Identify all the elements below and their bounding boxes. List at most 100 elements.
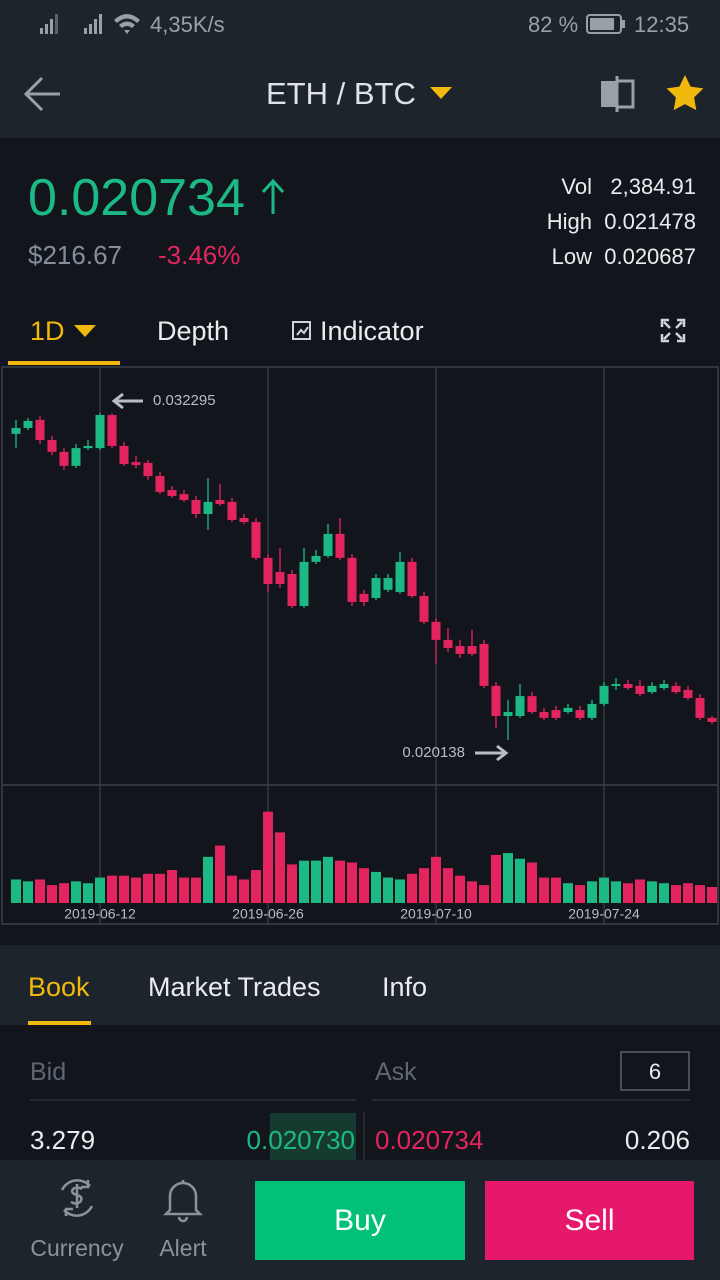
volume-bar <box>383 877 393 903</box>
candle-body <box>647 685 657 693</box>
volume-bar <box>407 873 417 903</box>
candle-body <box>335 533 345 558</box>
volume-bar <box>659 883 669 903</box>
back-button[interactable] <box>23 76 60 112</box>
fullscreen-icon[interactable] <box>660 318 686 343</box>
volume-bar <box>431 856 441 903</box>
volume-bar <box>671 885 681 903</box>
volume-bar <box>623 883 633 903</box>
candle-body <box>383 578 393 590</box>
candle-body <box>287 573 297 606</box>
volume-bar <box>311 860 321 903</box>
volume-bar <box>611 881 621 903</box>
candle-body <box>167 490 177 496</box>
volume-bar <box>575 885 585 903</box>
volume-bar <box>479 885 489 903</box>
candle-body <box>275 572 285 584</box>
volume-bar <box>143 873 153 903</box>
candle-body <box>371 578 381 598</box>
volume-bar <box>707 886 717 903</box>
candle-body <box>431 621 441 640</box>
high-label: 0.032295 <box>153 392 216 409</box>
currency-icon[interactable] <box>60 1179 94 1217</box>
candle-body <box>587 703 597 718</box>
nav-label[interactable]: Alert <box>159 1235 207 1261</box>
tab[interactable]: 1D <box>30 316 65 346</box>
volume-bar <box>119 875 129 903</box>
volume-bar <box>695 885 705 903</box>
candle-body <box>35 419 45 441</box>
tab[interactable]: Depth <box>157 316 230 346</box>
stat-label: Vol <box>561 174 592 199</box>
alert-icon[interactable] <box>162 1180 204 1223</box>
pair-dropdown[interactable] <box>430 87 452 99</box>
candle-body <box>299 561 309 606</box>
bid-amount: 3.279 <box>30 1125 96 1155</box>
candle-body <box>23 420 33 428</box>
depth-value[interactable]: 6 <box>648 1059 662 1084</box>
volume-bar <box>287 864 297 903</box>
volume-bar <box>563 883 573 903</box>
volume-bar <box>131 877 141 903</box>
stat-value: 0.020687 <box>604 244 696 269</box>
up-arrow <box>261 178 285 214</box>
battery-level <box>590 18 614 30</box>
volume-bar <box>203 856 213 903</box>
low-arrow <box>475 744 509 762</box>
buy-label[interactable]: Buy <box>334 1204 386 1237</box>
candle-body <box>623 683 633 689</box>
candle-body <box>563 707 573 712</box>
buy-button[interactable] <box>255 1181 465 1260</box>
candle-body <box>395 561 405 593</box>
sell-label[interactable]: Sell <box>564 1204 615 1237</box>
book-tab-underline <box>28 1021 91 1025</box>
book-tab[interactable]: Info <box>382 972 428 1002</box>
net-speed: 4,35K/s <box>150 12 225 37</box>
stat-value: 2,384.91 <box>610 174 696 199</box>
nav-label[interactable]: Currency <box>30 1235 124 1261</box>
depth-box[interactable] <box>620 1051 690 1091</box>
volume-bar <box>335 860 345 903</box>
tab[interactable]: Indicator <box>320 316 424 346</box>
candle-body <box>443 639 453 648</box>
favorite-star[interactable] <box>666 75 704 111</box>
volume-bar <box>155 873 165 903</box>
candle-body <box>251 522 261 558</box>
low-label: 0.020138 <box>402 744 465 761</box>
pair-title[interactable]: ETH / BTC <box>266 76 416 111</box>
interval-dropdown[interactable] <box>74 325 96 337</box>
volume-bar <box>215 845 225 903</box>
fiat-price: $216.67 <box>28 240 122 270</box>
volume-bar <box>371 871 381 903</box>
volume-bar <box>491 854 501 903</box>
volume-bar <box>71 881 81 903</box>
battery <box>586 14 622 34</box>
chart-frame <box>1 366 719 925</box>
volume-bar <box>275 832 285 903</box>
volume-bar <box>347 862 357 903</box>
compare-icon[interactable] <box>601 76 635 112</box>
volume-bar <box>503 853 513 903</box>
ask-price: 0.020734 <box>375 1125 484 1155</box>
ask-label: Ask <box>375 1058 417 1086</box>
book-tab[interactable]: Market Trades <box>148 972 321 1002</box>
candle-body <box>143 462 153 477</box>
indicator-icon[interactable] <box>292 321 311 340</box>
candle-body <box>683 689 693 698</box>
high-arrow <box>111 392 143 410</box>
sell-button[interactable] <box>485 1181 694 1260</box>
volume-bar <box>299 860 309 903</box>
volume-bar <box>323 856 333 903</box>
candle-body <box>155 476 165 492</box>
stat-label: High <box>546 209 592 234</box>
volume-bar <box>515 858 525 903</box>
volume-bar <box>551 877 561 903</box>
bid-depth-bar <box>270 1113 356 1160</box>
book-tab[interactable]: Book <box>28 972 90 1002</box>
volume-bar <box>587 881 597 903</box>
candle-body <box>671 685 681 693</box>
clock: 12:35 <box>634 12 690 37</box>
volume-bar <box>179 877 189 903</box>
